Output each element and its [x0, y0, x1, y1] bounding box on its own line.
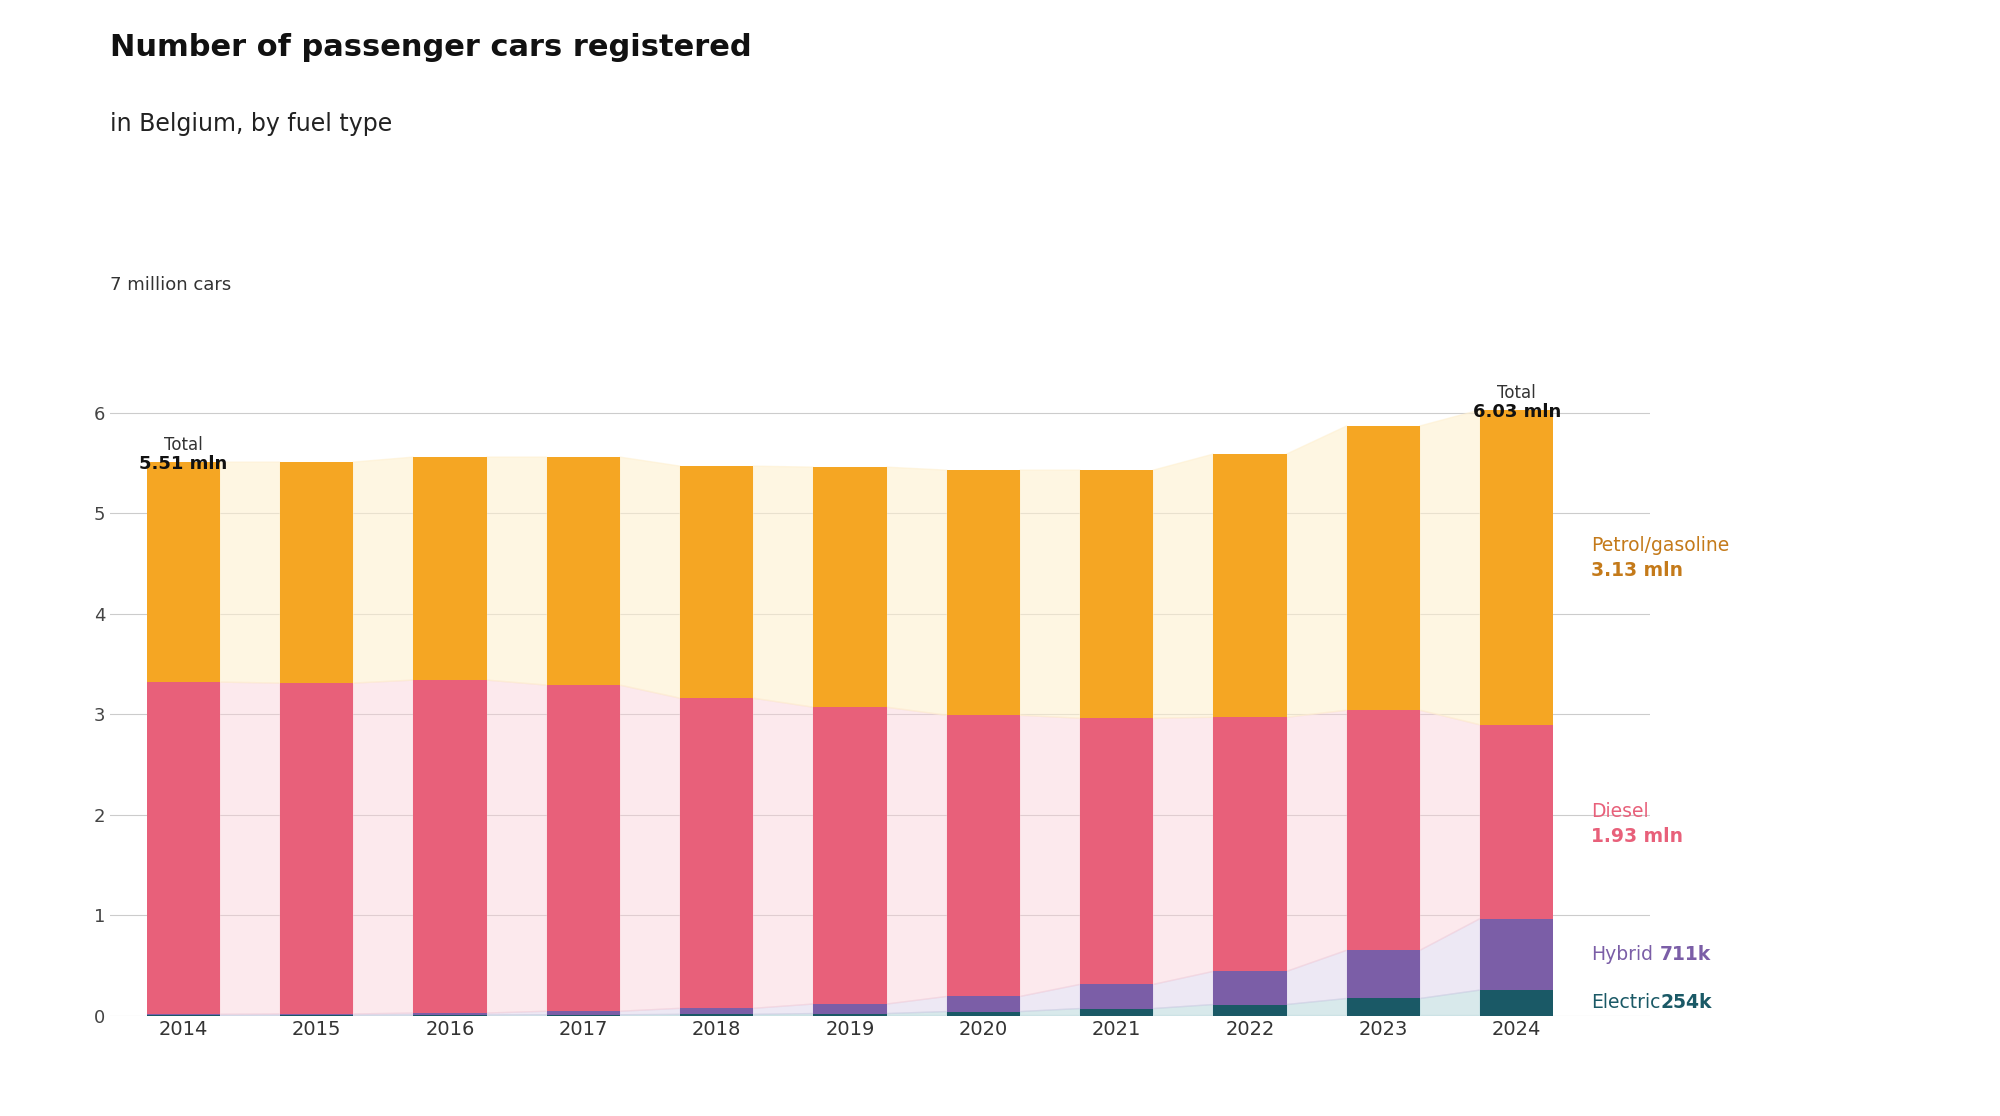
Bar	[414, 680, 486, 1013]
Polygon shape	[1020, 715, 1080, 997]
Polygon shape	[486, 458, 546, 685]
Bar	[1080, 719, 1154, 984]
Polygon shape	[620, 1014, 680, 1016]
Bar	[280, 683, 354, 1014]
Bar	[1480, 410, 1554, 724]
Polygon shape	[354, 458, 414, 683]
Polygon shape	[1420, 410, 1480, 724]
Bar	[146, 462, 220, 682]
Polygon shape	[1420, 918, 1480, 999]
Polygon shape	[220, 1014, 280, 1016]
Bar	[680, 699, 754, 1009]
Bar	[946, 715, 1020, 997]
Polygon shape	[754, 1004, 814, 1014]
Bar	[680, 1009, 754, 1014]
Polygon shape	[1154, 971, 1214, 1009]
Polygon shape	[1420, 990, 1480, 1016]
Polygon shape	[886, 1011, 946, 1016]
Text: Diesel: Diesel	[1590, 802, 1648, 821]
Bar	[546, 458, 620, 685]
Polygon shape	[220, 462, 280, 683]
Polygon shape	[1020, 984, 1080, 1011]
Text: Electric: Electric	[1590, 993, 1660, 1012]
Polygon shape	[754, 1013, 814, 1016]
Polygon shape	[886, 468, 946, 715]
Polygon shape	[1154, 718, 1214, 984]
Text: Hybrid: Hybrid	[1590, 945, 1652, 964]
Text: Number of passenger cars registered: Number of passenger cars registered	[110, 33, 752, 62]
Polygon shape	[220, 682, 280, 1014]
Bar	[414, 458, 486, 680]
Text: Total: Total	[164, 436, 202, 454]
Bar	[280, 1014, 354, 1016]
Bar	[1080, 1009, 1154, 1016]
Bar	[1346, 426, 1420, 710]
Polygon shape	[886, 708, 946, 1004]
Bar	[814, 468, 886, 708]
Text: 254k: 254k	[1660, 993, 1712, 1012]
Polygon shape	[1286, 999, 1346, 1016]
Text: in Belgium, by fuel type: in Belgium, by fuel type	[110, 112, 392, 136]
Bar	[1214, 971, 1286, 1004]
Bar	[680, 466, 754, 699]
Bar	[814, 1013, 886, 1016]
Bar	[1480, 724, 1554, 918]
Bar	[946, 470, 1020, 715]
Bar	[680, 1014, 754, 1016]
Polygon shape	[886, 997, 946, 1013]
Bar	[1480, 918, 1554, 990]
Polygon shape	[486, 680, 546, 1013]
Polygon shape	[1286, 710, 1346, 971]
Bar	[1346, 951, 1420, 999]
Bar	[1346, 999, 1420, 1016]
Text: 5.51 mln: 5.51 mln	[140, 455, 228, 473]
Polygon shape	[1020, 470, 1080, 719]
Bar	[1214, 454, 1286, 718]
Bar	[1080, 470, 1154, 719]
Polygon shape	[754, 466, 814, 708]
Polygon shape	[620, 1009, 680, 1014]
Polygon shape	[1154, 1004, 1214, 1016]
Text: Petrol/gasoline: Petrol/gasoline	[1590, 536, 1728, 555]
Polygon shape	[1420, 710, 1480, 951]
Bar	[946, 1011, 1020, 1016]
Text: Total: Total	[1498, 384, 1536, 402]
Bar	[1214, 1004, 1286, 1016]
Polygon shape	[754, 699, 814, 1009]
Polygon shape	[620, 458, 680, 699]
Polygon shape	[1154, 454, 1214, 719]
Polygon shape	[1286, 426, 1346, 718]
Polygon shape	[354, 1013, 414, 1016]
Bar	[546, 685, 620, 1011]
Text: 3.13 mln: 3.13 mln	[1590, 561, 1682, 580]
Bar	[814, 708, 886, 1004]
Text: 6.03 mln: 6.03 mln	[1472, 403, 1560, 421]
Bar	[1214, 718, 1286, 971]
Polygon shape	[486, 1011, 546, 1016]
Bar	[1080, 984, 1154, 1009]
Bar	[1480, 990, 1554, 1016]
Bar	[546, 1011, 620, 1014]
Bar	[280, 462, 354, 683]
Polygon shape	[1286, 951, 1346, 1004]
Text: 1.93 mln: 1.93 mln	[1590, 827, 1682, 846]
Bar	[414, 1013, 486, 1016]
Polygon shape	[620, 685, 680, 1011]
Polygon shape	[354, 680, 414, 1014]
Polygon shape	[1020, 1009, 1080, 1016]
Bar	[814, 1004, 886, 1013]
Text: 711k: 711k	[1660, 945, 1712, 964]
Text: 7 million cars: 7 million cars	[110, 277, 232, 295]
Bar	[1346, 710, 1420, 951]
Bar	[946, 997, 1020, 1011]
Bar	[146, 682, 220, 1014]
